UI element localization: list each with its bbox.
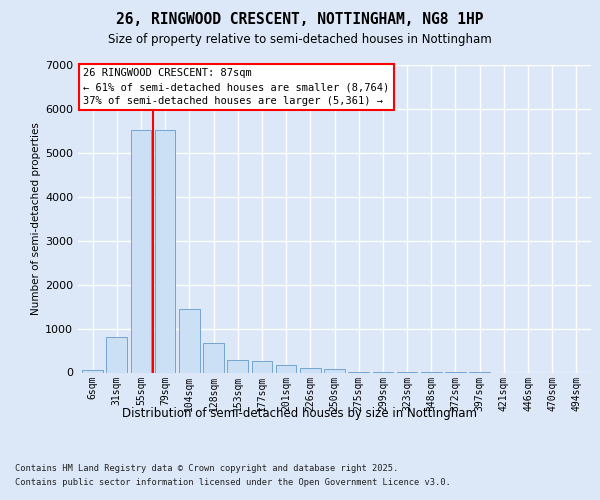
Text: Distribution of semi-detached houses by size in Nottingham: Distribution of semi-detached houses by … <box>122 408 478 420</box>
Text: Size of property relative to semi-detached houses in Nottingham: Size of property relative to semi-detach… <box>108 32 492 46</box>
Bar <box>324 369 345 372</box>
Bar <box>179 309 200 372</box>
Bar <box>131 130 151 372</box>
Text: Contains HM Land Registry data © Crown copyright and database right 2025.: Contains HM Land Registry data © Crown c… <box>15 464 398 473</box>
Y-axis label: Number of semi-detached properties: Number of semi-detached properties <box>31 122 41 315</box>
Text: 26 RINGWOOD CRESCENT: 87sqm
← 61% of semi-detached houses are smaller (8,764)
37: 26 RINGWOOD CRESCENT: 87sqm ← 61% of sem… <box>83 68 389 106</box>
Text: 26, RINGWOOD CRESCENT, NOTTINGHAM, NG8 1HP: 26, RINGWOOD CRESCENT, NOTTINGHAM, NG8 1… <box>116 12 484 27</box>
Bar <box>82 370 103 372</box>
Bar <box>251 361 272 372</box>
Bar <box>300 368 320 372</box>
Bar <box>106 338 127 372</box>
Bar <box>203 343 224 372</box>
Bar <box>276 365 296 372</box>
Bar <box>155 130 175 372</box>
Text: Contains public sector information licensed under the Open Government Licence v3: Contains public sector information licen… <box>15 478 451 487</box>
Bar <box>227 360 248 372</box>
